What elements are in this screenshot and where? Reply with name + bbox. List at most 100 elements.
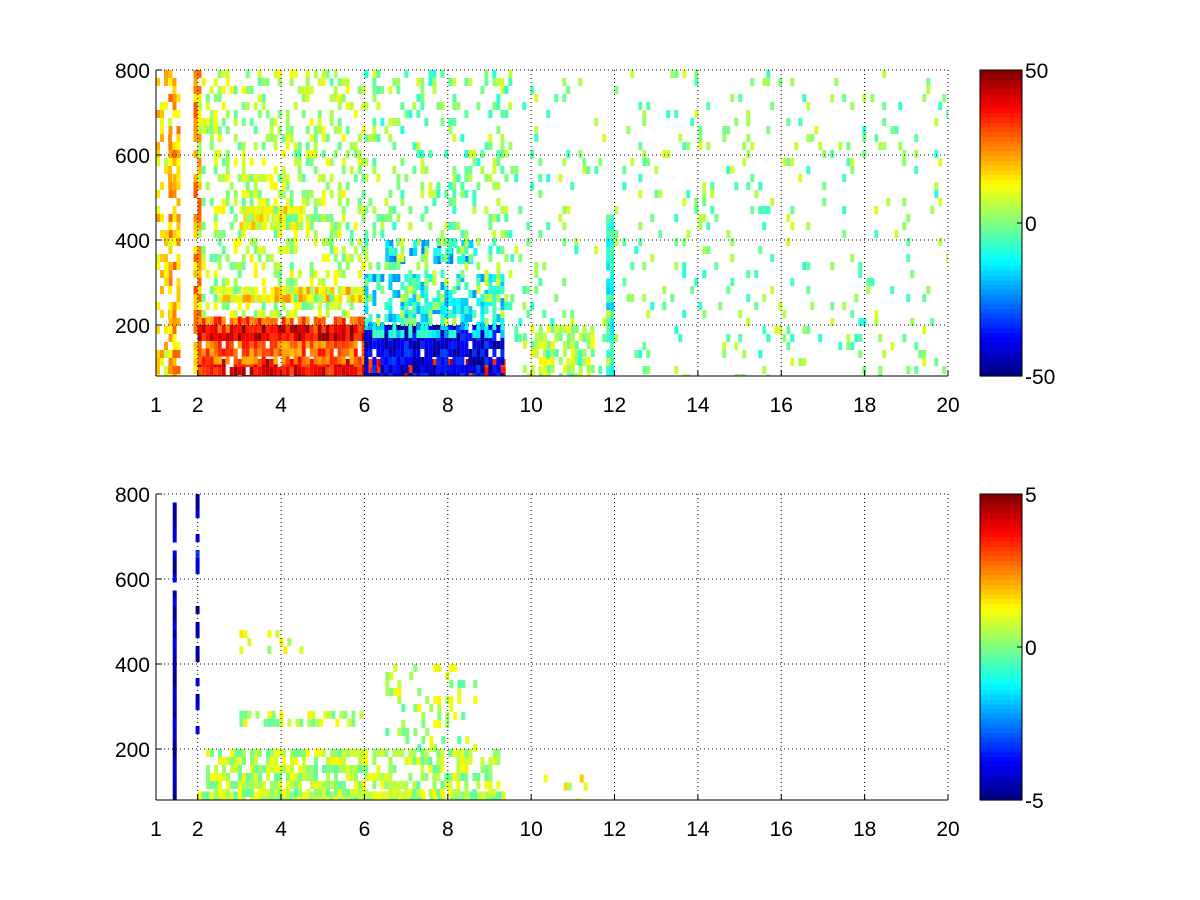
heatmap-cell [329, 791, 334, 800]
heatmap-cell [400, 158, 405, 166]
heatmap-cell [249, 333, 254, 341]
heatmap-cell [444, 357, 449, 365]
colorbar-segment [980, 93, 1022, 100]
heatmap-cell [392, 349, 397, 357]
heatmap-cell [265, 359, 270, 367]
heatmap-cell [472, 310, 477, 318]
heatmap-cell [570, 325, 575, 333]
heatmap-cell [273, 356, 278, 365]
heatmap-cell [396, 749, 401, 757]
heatmap-cell [313, 214, 318, 222]
heatmap-cell [233, 86, 238, 94]
heatmap-cell [285, 310, 290, 318]
heatmap-cell [266, 789, 270, 797]
heatmap-cells [156, 70, 948, 376]
heatmap-cell [217, 324, 222, 333]
heatmap-cell [358, 781, 362, 789]
heatmap-cell [646, 158, 651, 166]
heatmap-cell [610, 342, 615, 351]
heatmap-cell [289, 325, 294, 333]
heatmap-cell [500, 330, 505, 338]
heatmap-cell [598, 366, 603, 374]
heatmap-cell [510, 166, 515, 174]
heatmap-cell [289, 198, 294, 206]
heatmap-cell [722, 342, 727, 350]
heatmap-cell [441, 736, 446, 744]
heatmap-cell [299, 214, 304, 222]
heatmap-cell [650, 254, 655, 262]
colorbar-segment [980, 218, 1022, 224]
heatmap-cell [878, 334, 883, 342]
heatmap-cell [229, 182, 234, 190]
heatmap-cell [424, 357, 429, 365]
heatmap-cell [338, 294, 343, 303]
heatmap-cell [325, 356, 330, 365]
heatmap-cell [870, 94, 875, 102]
heatmap-cell [926, 286, 931, 294]
heatmap-cell [253, 316, 258, 325]
grid-lines [156, 69, 949, 376]
heatmap-cell [364, 174, 369, 182]
heatmap-cell [408, 773, 413, 781]
heatmap-cell [350, 749, 354, 757]
heatmap-cell [448, 290, 453, 298]
heatmap-cell [400, 341, 405, 349]
heatmap-cell [361, 246, 366, 254]
heatmap-cell [325, 367, 330, 375]
heatmap-cell [850, 158, 855, 166]
heatmap-cell [396, 262, 401, 270]
heatmap-cell [331, 710, 336, 719]
heatmap-cell [453, 664, 458, 672]
heatmap-cell [245, 222, 250, 230]
heatmap-cell [432, 365, 437, 373]
heatmap-cell [496, 357, 501, 365]
heatmap-cell [172, 230, 177, 238]
heatmap-cell [508, 270, 513, 278]
heatmap-cell [416, 278, 421, 286]
heatmap-cell [193, 262, 198, 270]
heatmap-cell [484, 357, 489, 365]
heatmap-cell [305, 198, 310, 206]
heatmap-cell [261, 333, 266, 341]
heatmap-cell [594, 246, 599, 254]
heatmap-cell [350, 773, 354, 781]
heatmap-cell [281, 316, 286, 325]
heatmap-cell [317, 302, 322, 310]
heatmap-cell [496, 158, 501, 166]
heatmap-cell [734, 342, 739, 350]
heatmap-cell [287, 638, 292, 646]
heatmap-cell [362, 781, 366, 789]
heatmap-cell [237, 333, 242, 341]
heatmap-cell [317, 118, 322, 126]
heatmap-cell [500, 78, 505, 86]
heatmap-cell [432, 78, 437, 86]
heatmap-cell [420, 102, 425, 110]
heatmap-cell [201, 333, 206, 341]
heatmap-cell [341, 134, 346, 142]
grid-lines [156, 493, 949, 800]
heatmap-cell [172, 182, 177, 190]
heatmap-cell [746, 150, 751, 158]
heatmap-cell [586, 341, 591, 349]
heatmap-cell [610, 262, 615, 271]
heatmap-cell [306, 765, 310, 773]
heatmap-cell [255, 214, 260, 222]
heatmap-cell [305, 94, 310, 102]
heatmap-cell [197, 333, 202, 341]
heatmap-cell [325, 70, 330, 78]
heatmap-cell [317, 126, 322, 134]
heatmap-cell [484, 306, 489, 314]
heatmap-cell [448, 298, 453, 306]
heatmap-cell [168, 78, 173, 86]
heatmap-cell [270, 286, 275, 295]
heatmap-cell [380, 749, 385, 757]
heatmap-cell [337, 348, 342, 357]
heatmap-cell [858, 334, 863, 342]
heatmap-cell [452, 749, 457, 757]
heatmap-cell [271, 206, 276, 214]
heatmap-cell [368, 198, 373, 206]
heatmap-cell [504, 150, 509, 158]
heatmap-cell [205, 367, 210, 375]
heatmap-cell [278, 294, 283, 303]
